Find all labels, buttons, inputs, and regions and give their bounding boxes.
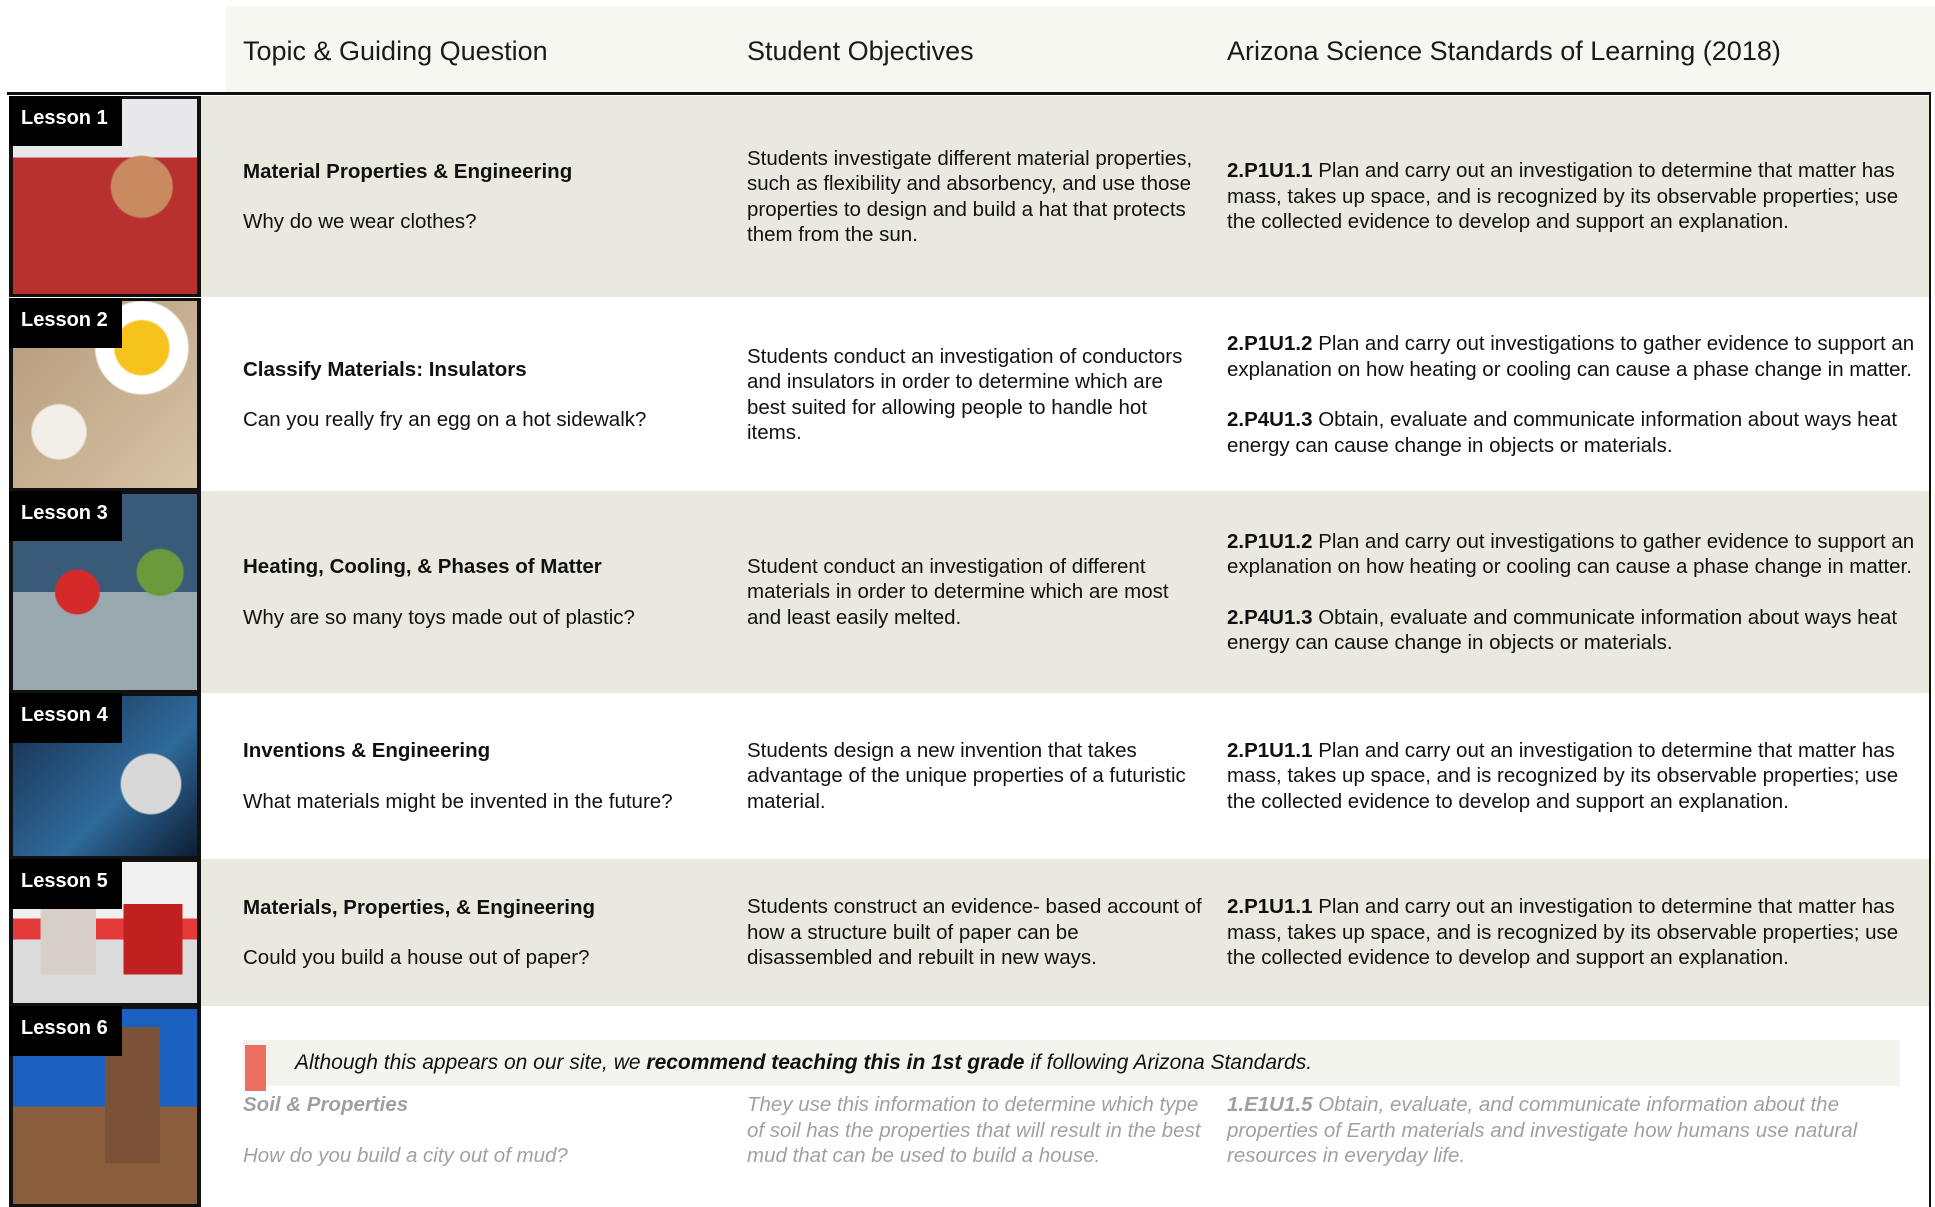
guiding-question: What materials might be invented in the … [243, 789, 673, 813]
table-header: Topic & Guiding Question Student Objectiv… [226, 6, 1935, 93]
guiding-question: Could you build a house out of paper? [243, 946, 590, 969]
objective-cell: Student conduct an investigation of diff… [747, 491, 1202, 693]
standards-cell: 2.P1U1.1 Plan and carry out an investiga… [1227, 859, 1917, 1006]
standards-cell: 2.P1U1.1 Plan and carry out an investiga… [1227, 96, 1917, 297]
standards-cell: 1.E1U1.5 Obtain, evaluate, and communica… [1227, 1092, 1917, 1207]
standard-code: 2.P1U1.1 [1227, 159, 1313, 183]
standard-text: Plan and carry out investigations to gat… [1227, 332, 1915, 381]
lesson-row: Lesson 1 Material Properties & Engineerin… [9, 96, 1929, 297]
standard: 2.P1U1.1 Plan and carry out an investiga… [1227, 894, 1917, 971]
lesson-photo: Lesson 6 [9, 1006, 201, 1207]
note-after: if following Arizona Standards. [1030, 1051, 1313, 1074]
standard-text: Plan and carry out investigations to gat… [1227, 529, 1915, 579]
topic-title: Soil & Properties [243, 1093, 409, 1116]
objective-text: Student conduct an investigation of diff… [747, 554, 1169, 629]
standard-code: 2.P1U1.2 [1227, 529, 1313, 553]
standard: 2.P1U1.2 Plan and carry out investigatio… [1227, 331, 1917, 382]
topic-cell: Materials, Properties, & Engineering Coul… [243, 859, 723, 1006]
header-rule [7, 92, 1931, 95]
lesson-photo: Lesson 4 [9, 693, 201, 859]
lesson-label: Lesson 6 [9, 1006, 122, 1056]
standard: 1.E1U1.5 Obtain, evaluate, and communica… [1227, 1092, 1917, 1169]
guiding-question: How do you build a city out of mud? [243, 1143, 568, 1167]
objective-cell: Students construct an evidence- based ac… [747, 859, 1202, 1006]
topic-cell: Heating, Cooling, & Phases of Matter Why … [243, 491, 723, 693]
objective-text: Students conduct an investigation of con… [747, 344, 1183, 445]
topic-cell: Classify Materials: Insulators Can you re… [243, 298, 723, 491]
lesson-label: Lesson 3 [9, 491, 122, 541]
topic-cell: Material Properties & Engineering Why do … [243, 96, 723, 297]
column-header: Arizona Science Standards of Learning (2… [1227, 36, 1781, 66]
lesson-row: Lesson 3 Heating, Cooling, & Phases of Ma… [9, 491, 1929, 693]
note-before: Although this appears on our site, we [295, 1051, 641, 1074]
lesson-row: Lesson 6 Soil & Properties How do you buil… [9, 1006, 1929, 1207]
lesson-row: Lesson 4 Inventions & Engineering What mat… [9, 693, 1929, 859]
lesson-row: Lesson 2 Classify Materials: Insulators Ca… [9, 298, 1929, 491]
lesson-row: Lesson 5 Materials, Properties, & Enginee… [9, 859, 1929, 1006]
lesson-label: Lesson 4 [9, 693, 122, 743]
standards-cell: 2.P1U1.2 Plan and carry out investigatio… [1227, 298, 1917, 491]
lesson-label: Lesson 5 [9, 859, 122, 909]
note-marker [245, 1045, 266, 1091]
standard-code: 2.P4U1.3 [1227, 408, 1313, 431]
standard-text: Obtain, evaluate, and communicate inform… [1227, 1093, 1858, 1167]
column-header: Student Objectives [747, 36, 974, 66]
topic-title: Classify Materials: Insulators [243, 357, 527, 381]
topic-title: Material Properties & Engineering [243, 159, 573, 183]
lesson-photo: Lesson 3 [9, 491, 201, 693]
guiding-question: Can you really fry an egg on a hot sidew… [243, 408, 647, 431]
lesson-label: Lesson 1 [9, 96, 122, 146]
standard: 2.P1U1.2 Plan and carry out investigatio… [1227, 529, 1917, 580]
lesson-photo: Lesson 1 [9, 96, 201, 297]
objective-text: Students investigate different material … [747, 146, 1193, 247]
objective-text: They use this information to determine w… [747, 1093, 1201, 1167]
topic-title: Materials, Properties, & Engineering [243, 895, 596, 919]
lesson-photo: Lesson 5 [9, 859, 201, 1006]
standard-text: Plan and carry out an investigation to d… [1227, 738, 1899, 813]
objective-text: Students construct an evidence- based ac… [747, 895, 1202, 970]
standard-text: Obtain, evaluate and communicate informa… [1227, 605, 1898, 655]
lesson-label: Lesson 2 [9, 298, 122, 348]
objective-text: Students design a new invention that tak… [747, 738, 1186, 813]
objective-cell: Students design a new invention that tak… [747, 693, 1202, 859]
topic-title: Heating, Cooling, & Phases of Matter [243, 555, 602, 578]
standard: 2.P1U1.1 Plan and carry out an investiga… [1227, 158, 1917, 235]
standard-text: Plan and carry out an investigation to d… [1227, 895, 1899, 970]
column-header: Topic & Guiding Question [243, 36, 548, 66]
standard-code: 2.P1U1.2 [1227, 332, 1313, 355]
standard-code: 2.P1U1.1 [1227, 738, 1313, 762]
standard: 2.P1U1.1 Plan and carry out an investiga… [1227, 738, 1917, 815]
site-note: Although this appears on our site, we re… [243, 1040, 1900, 1091]
objective-cell: They use this information to determine w… [747, 1092, 1202, 1207]
note-text: Although this appears on our site, we re… [295, 1051, 1312, 1075]
guiding-question: Why are so many toys made out of plastic… [243, 605, 635, 629]
table-border [1929, 92, 1931, 1207]
standards-cell: 2.P1U1.1 Plan and carry out an investiga… [1227, 693, 1917, 859]
standards-cell: 2.P1U1.2 Plan and carry out investigatio… [1227, 491, 1917, 693]
topic-cell: Soil & Properties How do you build a city… [243, 1092, 723, 1207]
standard-code: 1.E1U1.5 [1227, 1093, 1313, 1116]
lesson-photo: Lesson 2 [9, 298, 201, 491]
guiding-question: Why do we wear clothes? [243, 210, 477, 233]
topic-cell: Inventions & Engineering What materials m… [243, 693, 723, 859]
standard-code: 2.P4U1.3 [1227, 605, 1313, 629]
standard: 2.P4U1.3 Obtain, evaluate and communicat… [1227, 407, 1917, 458]
standard-text: Plan and carry out an investigation to d… [1227, 159, 1899, 234]
objective-cell: Students investigate different material … [747, 96, 1202, 297]
standard-text: Obtain, evaluate and communicate informa… [1227, 408, 1898, 457]
topic-title: Inventions & Engineering [243, 739, 491, 762]
note-emphasis: recommend teaching this in 1st grade [646, 1051, 1025, 1074]
standard: 2.P4U1.3 Obtain, evaluate and communicat… [1227, 605, 1917, 656]
objective-cell: Students conduct an investigation of con… [747, 298, 1202, 491]
standard-code: 2.P1U1.1 [1227, 895, 1313, 919]
